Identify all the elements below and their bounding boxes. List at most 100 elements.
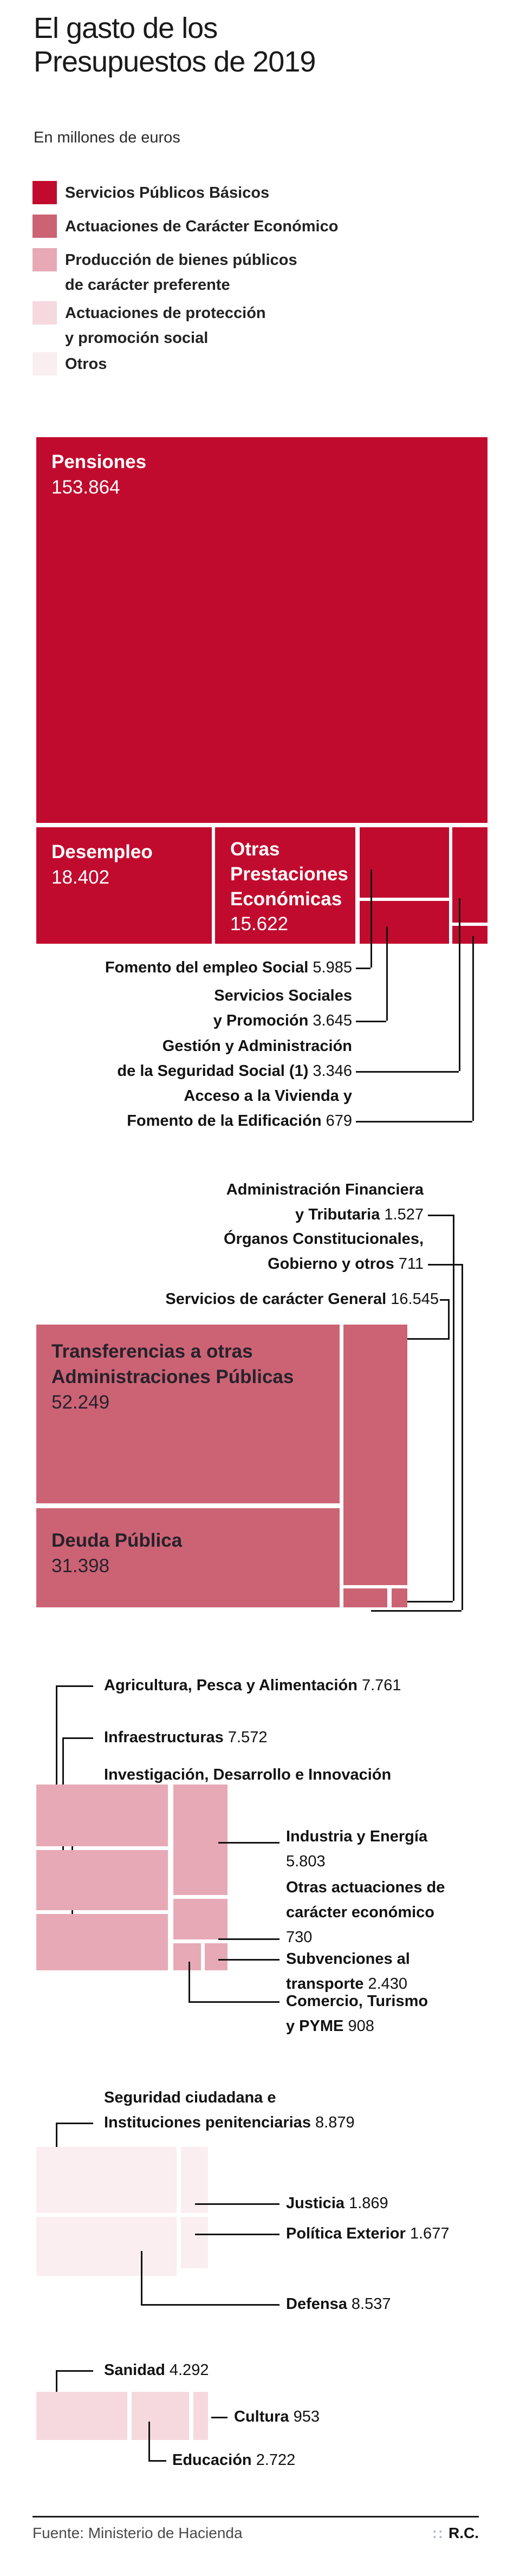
callout-line-organos [428, 1264, 461, 1266]
callout-servicios-caracter-general: Servicios de carácter General 16.545 [165, 1290, 439, 1308]
callout-line-educacion [148, 2460, 166, 2462]
cell-defensa [36, 2217, 177, 2276]
cell-otras-actuaciones [173, 1899, 227, 1939]
footer-divider [32, 2516, 479, 2517]
legend-label-proteccion-social: Actuaciones de protección y promoción so… [65, 304, 266, 347]
callout-line-sanidad [56, 2370, 57, 2408]
source-note: Fuente: Ministerio de Hacienda [32, 2525, 243, 2541]
cell-investigacion [36, 1914, 168, 1970]
callout-line-comercio [188, 1962, 190, 2001]
callout-justicia: Justicia 1.869 [286, 2195, 388, 2212]
callout-line-adminfin [428, 1215, 453, 1216]
callout-servicios-sociales: Servicios Sociales y Promoción 3.645 [213, 987, 352, 1029]
callout-investigacion: Investigación, Desarrollo e Innovación 7… [104, 1766, 392, 1808]
callout-line-industria [218, 1842, 280, 1844]
legend-swatch-caracter-economico [32, 215, 57, 238]
cell-politica-exterior [181, 2217, 208, 2268]
credit-dots-icon: :: [432, 2525, 445, 2541]
legend-label-caracter-economico: Actuaciones de Carácter Económico [65, 218, 339, 235]
callout-educacion: Educación 2.722 [172, 2451, 296, 2469]
cell-servicios-sociales [360, 901, 449, 944]
callout-cultura: Cultura 953 [234, 2408, 320, 2425]
callout-line-otras-actuaciones [218, 1938, 280, 1940]
cell-agricultura [36, 1785, 168, 1846]
cell-deuda-publica: Deuda Pública 31.398 [36, 1508, 340, 1607]
cell-organos-constitucionales [343, 1588, 387, 1607]
legend-swatch-otros [32, 352, 57, 375]
callout-administracion-financiera: Administración Financiera y Tributaria 1… [226, 1181, 424, 1223]
legend-label-bienes-preferentes: Producción de bienes públicos de carácte… [65, 251, 297, 294]
callout-line-cultura [211, 2417, 227, 2418]
callout-line-seguridad [56, 2123, 93, 2124]
callout-line-fomento [356, 968, 370, 969]
legend-swatch-proteccion-social [32, 301, 57, 325]
cell-sanidad [36, 2392, 127, 2440]
callout-acceso-vivienda: Acceso a la Vivienda y Fomento de la Edi… [127, 1087, 352, 1130]
legend-label-otros: Otros [65, 355, 107, 373]
cell-educacion [132, 2392, 189, 2440]
callout-line-sanidad [56, 2370, 93, 2372]
cell-cultura [193, 2392, 208, 2440]
callout-sanidad: Sanidad 4.292 [104, 2361, 209, 2379]
callout-line-defensa [141, 2251, 142, 2304]
callout-gestion-seguridad-social: Gestión y Administración de la Seguridad… [117, 1037, 352, 1080]
cell-gestion-seguridad-social [452, 827, 487, 923]
callout-otras-actuaciones: Otras actuaciones de carácter económico … [286, 1879, 445, 1946]
callout-line-subvenciones [218, 1959, 280, 1961]
cell-desempleo: Desempleo 18.402 [36, 827, 212, 944]
cell-seguridad-ciudadana [36, 2147, 177, 2213]
callout-seguridad-ciudadana: Seguridad ciudadana e Instituciones peni… [104, 2089, 355, 2131]
callout-politica-exterior: Política Exterior 1.677 [286, 2225, 450, 2242]
callout-line-servgen [385, 1338, 450, 1340]
callout-organos-constitucionales: Órganos Constitucionales, Gobierno y otr… [224, 1230, 424, 1273]
page-title-line1: El gasto de los [34, 12, 218, 44]
cell-administracion-financiera [392, 1588, 407, 1607]
cell-justicia [181, 2147, 208, 2213]
legend-swatch-bienes-preferentes [32, 248, 57, 271]
cell-pensiones: Pensiones 153.864 [36, 437, 487, 823]
callout-defensa: Defensa 8.537 [286, 2295, 391, 2313]
callout-line-vivienda [356, 1121, 472, 1122]
callout-line-fomento [370, 870, 372, 968]
callout-line-servsoc [356, 1021, 386, 1022]
callout-line-infraestructuras [62, 1737, 93, 1739]
callout-line-justicia [195, 2203, 280, 2205]
callout-line-organos [371, 1610, 461, 1612]
cell-acceso-vivienda [452, 926, 487, 944]
callout-fomento-empleo: Fomento del empleo Social 5.985 [105, 959, 352, 976]
cell-fomento-empleo [360, 827, 449, 898]
callout-line-servgen [448, 1299, 450, 1338]
callout-line-agricultura [56, 1685, 93, 1687]
cell-subvenciones-transporte [205, 1943, 227, 1970]
legend-swatch-servicios-publicos [32, 181, 57, 204]
callout-line-servgen [440, 1299, 450, 1301]
callout-line-gestion [459, 898, 460, 1071]
callout-line-adminfin [394, 1601, 453, 1602]
credit-logo: :: R.C. [432, 2525, 479, 2541]
page-title-line2: Presupuestos de 2019 [34, 46, 316, 78]
cell-industria-energia [173, 1785, 227, 1895]
callout-line-gestion [356, 1071, 459, 1073]
callout-line-adminfin [453, 1215, 454, 1601]
callout-line-agricultura [56, 1685, 57, 1838]
callout-line-servsoc [386, 926, 388, 1021]
callout-line-defensa [141, 2304, 280, 2306]
cell-otras-prestaciones: Otras Prestaciones Económicas 15.622 [215, 827, 355, 944]
cell-comercio-turismo [173, 1943, 201, 1970]
callout-comercio-turismo: Comercio, Turismo y PYME 908 [286, 1993, 428, 2035]
callout-line-educacion [148, 2422, 150, 2460]
callout-industria-energia: Industria y Energía 5.803 [286, 1828, 428, 1870]
callout-line-vivienda [472, 936, 474, 1121]
units-subtitle: En millones de euros [34, 129, 180, 146]
cell-servicios-caracter-general [343, 1325, 407, 1585]
callout-line-organos [461, 1264, 463, 1610]
callout-infraestructuras: Infraestructuras 7.572 [104, 1729, 268, 1746]
cell-infraestructuras [36, 1850, 168, 1910]
callout-agricultura: Agricultura, Pesca y Alimentación 7.761 [104, 1677, 401, 1694]
legend-label-servicios-publicos: Servicios Públicos Básicos [65, 184, 270, 202]
callout-line-politica-exterior [195, 2234, 280, 2235]
callout-line-comercio [188, 2001, 280, 2003]
cell-transferencias: Transferencias a otras Administraciones … [36, 1325, 340, 1503]
callout-subvenciones-transporte: Subvenciones al transporte 2.430 [286, 1950, 410, 1993]
